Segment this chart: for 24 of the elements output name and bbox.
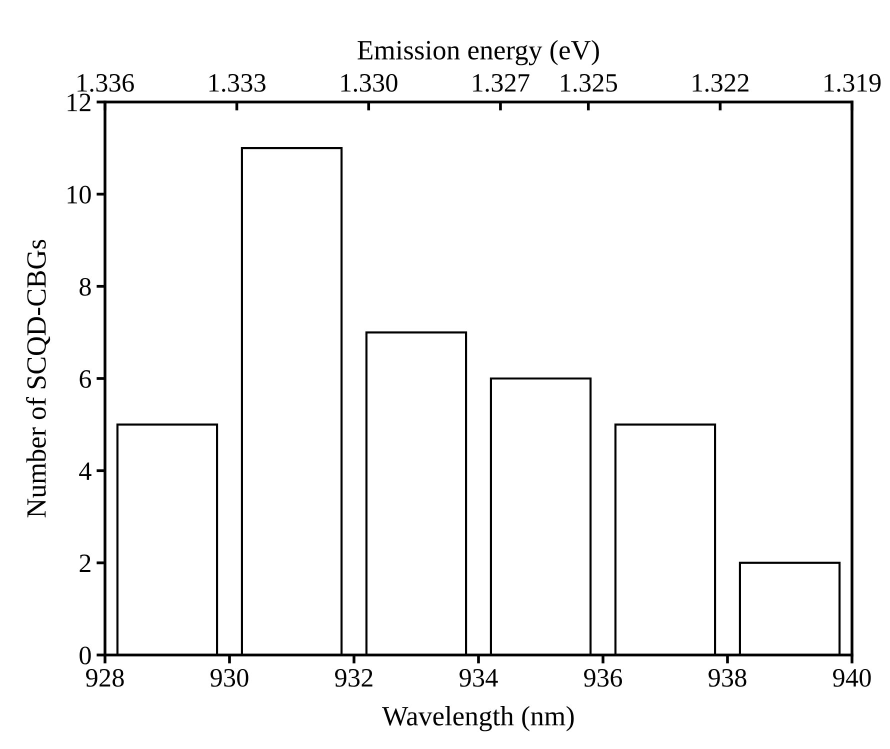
x2-tick-label: 1.330 bbox=[341, 74, 398, 92]
x2-tick-label: 1.325 bbox=[560, 74, 618, 92]
x-tick-label: 940 bbox=[833, 668, 871, 687]
y-tick-label: 12 bbox=[68, 94, 90, 112]
y-axis-title: Number of SCQD-CBGs bbox=[26, 240, 50, 518]
y-tick-label: 10 bbox=[68, 186, 91, 204]
y-tick-label: 0 bbox=[80, 646, 91, 664]
x-tick-label: 934 bbox=[460, 669, 498, 687]
y-tick-label: 6 bbox=[80, 370, 92, 388]
x-tick-label: 932 bbox=[335, 669, 372, 687]
x2-tick-label: 1.322 bbox=[692, 74, 748, 92]
x2-axis-title: Emission energy (eV) bbox=[358, 40, 599, 66]
x2-tick-label: 1.327 bbox=[473, 74, 530, 92]
x2-tick-label: 1.319 bbox=[824, 74, 881, 92]
y-tick-label: 2 bbox=[80, 554, 90, 572]
x2-tick-label: 1.336 bbox=[78, 74, 134, 92]
x-tick-label: 928 bbox=[86, 668, 124, 687]
y-tick-label: 4 bbox=[79, 462, 92, 480]
x-tick-label: 930 bbox=[210, 668, 248, 687]
y-tick-label: 8 bbox=[80, 278, 91, 296]
x2-tick-label: 1.333 bbox=[209, 74, 266, 92]
x-tick-label: 936 bbox=[584, 669, 622, 687]
x-tick-label: 938 bbox=[708, 668, 746, 687]
x-axis-title: Wavelength (nm) bbox=[382, 706, 574, 732]
